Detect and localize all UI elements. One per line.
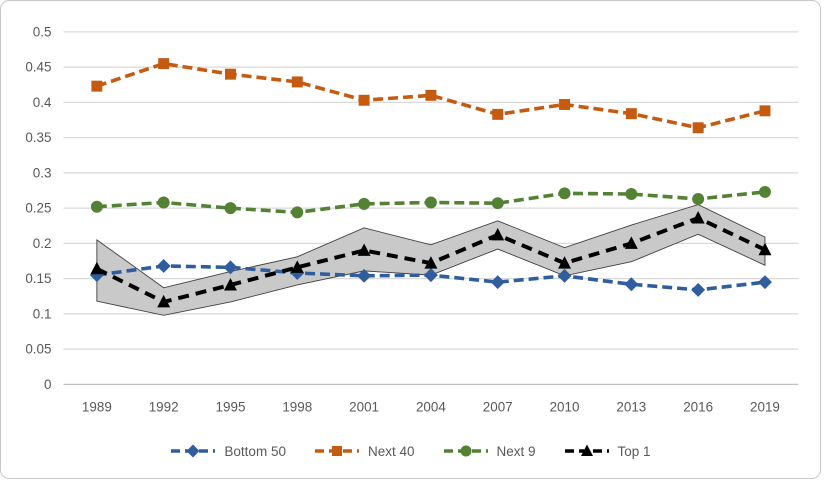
x-tick-label: 2013 [616, 399, 646, 414]
marker-diamond [186, 444, 200, 458]
x-tick-label: 2010 [550, 399, 580, 414]
marker-triangle [90, 261, 104, 275]
marker-circle [758, 185, 771, 198]
marker-triangle [424, 256, 438, 269]
x-tick-label: 2001 [349, 399, 379, 414]
marker-square [91, 80, 103, 92]
y-tick-label: 0.05 [25, 342, 51, 357]
marker-square [759, 105, 771, 117]
series-markers-next-40 [91, 58, 771, 134]
marker-diamond [357, 268, 372, 283]
marker-circle [558, 187, 571, 200]
marker-triangle [558, 256, 572, 269]
marker-diamond [757, 275, 772, 290]
legend-label-next-9: Next 9 [496, 443, 536, 459]
legend-swatch-top-1 [564, 444, 609, 456]
y-tick-label: 0.25 [25, 201, 51, 216]
marker-circle [460, 445, 471, 457]
chart-legend: Bottom 50 Next 40 Next 9 Top 1 [1, 438, 820, 464]
marker-diamond [490, 275, 505, 290]
marker-triangle [157, 294, 171, 308]
marker-square [358, 94, 370, 106]
marker-diamond [156, 258, 171, 273]
marker-square [331, 446, 342, 456]
marker-circle [424, 196, 437, 209]
marker-triangle [758, 242, 772, 256]
marker-diamond [691, 282, 706, 297]
series-markers-top-1 [90, 211, 772, 308]
x-tick-label: 1995 [216, 399, 246, 414]
x-axis-labels: 1989 1992 1995 1998 2001 2004 2007 2010 2013 2016… [82, 399, 780, 414]
marker-circle [224, 202, 237, 215]
legend-item-top-1: Top 1 [564, 444, 651, 459]
series-markers-next-9 [90, 185, 771, 219]
marker-square [559, 99, 571, 110]
x-tick-label: 1992 [149, 399, 179, 414]
x-tick-label: 2016 [683, 399, 713, 414]
y-tick-label: 0.3 [33, 165, 52, 180]
x-tick-label: 1989 [82, 399, 112, 414]
x-tick-label: 2019 [750, 399, 780, 414]
legend-swatch-next-9 [443, 445, 488, 457]
marker-circle [692, 192, 705, 205]
marker-triangle [580, 444, 593, 456]
legend-label-next-40: Next 40 [367, 443, 415, 459]
marker-circle [90, 200, 103, 213]
legend-label-bottom-50: Bottom 50 [224, 443, 286, 459]
series-top-1 [90, 211, 772, 308]
marker-triangle [290, 260, 304, 273]
marker-circle [358, 197, 371, 210]
legend-item-bottom-50: Bottom 50 [170, 444, 286, 459]
marker-triangle [691, 211, 705, 224]
marker-circle [491, 197, 504, 210]
marker-square [492, 108, 504, 120]
x-tick-label: 1998 [282, 399, 312, 414]
y-tick-label: 0.35 [25, 130, 51, 145]
y-tick-label: 0.2 [33, 236, 52, 251]
legend-swatch-next-40 [314, 446, 359, 456]
marker-circle [157, 196, 170, 209]
x-tick-label: 2004 [416, 399, 446, 414]
y-tick-label: 0.4 [33, 95, 52, 110]
legend-item-next-9: Next 9 [443, 444, 536, 459]
y-tick-label: 0 [44, 377, 51, 392]
y-axis-labels: 0 0.05 0.1 0.15 0.2 0.25 0.3 0.35 0.4 0.45 0.5 [25, 24, 52, 392]
marker-circle [291, 206, 304, 219]
series-next-9 [90, 185, 771, 219]
marker-square [225, 68, 236, 80]
series-line-next-40 [96, 61, 766, 130]
y-tick-label: 0.1 [33, 306, 52, 321]
marker-square [425, 89, 437, 101]
marker-triangle [491, 227, 505, 241]
marker-circle [625, 188, 638, 201]
legend-label-top-1: Top 1 [617, 443, 651, 459]
marker-triangle [224, 278, 237, 291]
x-tick-label: 2007 [483, 399, 513, 414]
marker-square [291, 76, 303, 88]
marker-square [158, 58, 170, 70]
marker-triangle [624, 236, 638, 249]
marker-triangle [357, 243, 371, 256]
y-tick-label: 0.45 [25, 60, 51, 75]
marker-diamond [624, 277, 639, 292]
marker-diamond [423, 268, 438, 283]
legend-swatch-bottom-50 [171, 444, 216, 458]
y-tick-label: 0.15 [25, 271, 51, 286]
marker-square [625, 108, 637, 120]
marker-square [692, 122, 704, 134]
legend-item-next-40: Next 40 [314, 444, 415, 459]
y-tick-label: 0.5 [33, 24, 52, 39]
series-next-40 [91, 58, 771, 134]
